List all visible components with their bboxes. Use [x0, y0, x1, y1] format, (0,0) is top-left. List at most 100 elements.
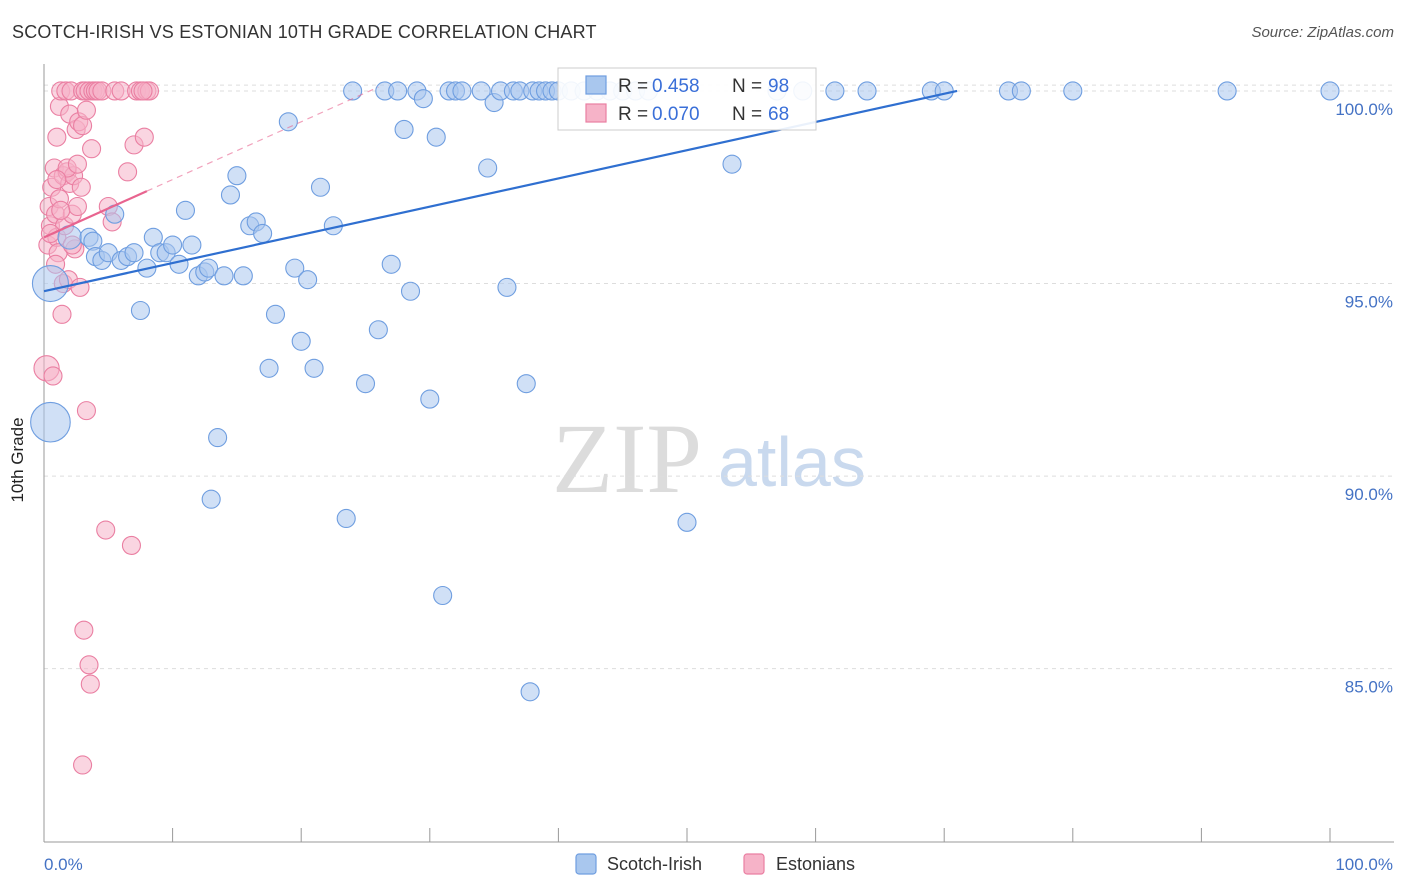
estonians-point [47, 169, 67, 190]
scotch-irish-point [1320, 81, 1340, 101]
scotch-irish-point [368, 320, 388, 340]
trend-extension [146, 86, 379, 192]
scotch-irish-point [497, 277, 517, 297]
watermark-atlas: atlas [718, 423, 866, 501]
scotch-irish-point [471, 81, 491, 101]
stats-pink-swatch [585, 103, 607, 123]
estonians-point [67, 154, 87, 174]
stats-pink-n-label: N = [732, 104, 762, 125]
estonians-point [74, 620, 94, 640]
estonians-point [71, 177, 91, 197]
stats-blue-n-label: N = [732, 76, 762, 97]
stats-pink-r-label: R = [618, 104, 648, 125]
scotch-irish-point [394, 119, 414, 140]
estonians-point [67, 196, 87, 217]
watermark-zip: ZIP [552, 403, 702, 514]
stats-pink-r-value: 0.070 [652, 104, 700, 125]
scotch-irish-point [278, 112, 298, 132]
estonians-point [47, 127, 67, 147]
estonians-point [73, 755, 93, 775]
y-tick-label: 100.0% [1335, 100, 1393, 119]
estonians-point [96, 520, 116, 540]
scotch-irish-point [381, 254, 401, 274]
scotch-irish-point [1063, 81, 1083, 101]
scotch-irish-point [1011, 81, 1031, 101]
scotch-irish-point [400, 281, 421, 301]
x-tick-label: 100.0% [1335, 855, 1393, 874]
chart-legend: Scotch-Irish Estonians [575, 853, 855, 875]
scotch-irish-point [208, 428, 228, 448]
scotch-irish-point [413, 89, 433, 109]
estonians-point [134, 127, 154, 147]
scotch-irish-point [857, 81, 877, 101]
scotch-irish-point [343, 81, 363, 101]
scotch-irish-point [259, 358, 279, 378]
scotch-irish-point [233, 266, 253, 286]
scotch-irish-point [124, 243, 144, 263]
scotch-irish-point [220, 185, 241, 205]
legend-estonians-label: Estonians [776, 854, 855, 874]
scotch-irish-point [478, 158, 498, 178]
scotch-irish-points [30, 81, 1340, 702]
scotch-irish-point [175, 200, 196, 220]
scotch-irish-point [433, 585, 453, 606]
stats-blue-r-label: R = [618, 76, 648, 97]
scotch-irish-point [298, 270, 318, 290]
estonians-point [51, 200, 71, 220]
scotch-irish-point [30, 401, 71, 443]
x-tick-label: 0.0% [44, 855, 83, 874]
scotch-irish-point [291, 331, 311, 351]
scotch-irish-point [163, 235, 183, 255]
scotch-irish-point [214, 266, 234, 286]
estonians-points [33, 81, 160, 775]
scotch-irish-point [285, 258, 305, 278]
scotch-irish-point [516, 374, 536, 394]
scotch-irish-point [677, 512, 697, 532]
trend-lines [43, 86, 958, 293]
axes [43, 64, 1394, 843]
estonians-point [79, 655, 99, 675]
estonians-point [118, 162, 138, 182]
scotch-irish-point [169, 254, 189, 274]
stats-blue-swatch [585, 75, 607, 95]
scotch-irish-point [355, 374, 376, 394]
scotch-irish-point [253, 223, 273, 244]
scotch-irish-point [336, 508, 356, 529]
scotch-irish-point [722, 154, 742, 174]
estonians-point [76, 401, 96, 421]
legend-scotch-irish-label: Scotch-Irish [607, 854, 702, 874]
scotch-irish-point [304, 358, 324, 378]
trend-line [43, 89, 958, 293]
legend-estonians-swatch [743, 853, 765, 875]
estonians-point [121, 535, 141, 555]
scotch-irish-point [310, 177, 331, 197]
estonians-point [76, 100, 96, 120]
scotch-irish-point [426, 127, 446, 147]
scotch-irish-point [934, 81, 954, 101]
y-tick-label: 95.0% [1345, 293, 1393, 312]
scotch-irish-point [420, 389, 440, 409]
gridlines [44, 84, 1394, 670]
stats-pink-n-value: 68 [768, 104, 789, 125]
trend-line [43, 190, 148, 239]
stats-legend-box: R = 0.458 N = 98 R = 0.070 N = 68 [557, 67, 817, 131]
scotch-irish-point [452, 81, 472, 101]
estonians-point [82, 139, 102, 159]
stats-blue-n-value: 98 [768, 76, 789, 97]
estonians-point [43, 366, 63, 386]
estonians-point [133, 81, 153, 101]
scotch-irish-point [199, 258, 219, 278]
scotch-irish-point [265, 304, 286, 324]
y-tick-label: 90.0% [1345, 485, 1393, 504]
scotch-irish-point [31, 264, 69, 303]
legend-scotch-irish-swatch [575, 853, 597, 875]
scotch-irish-point [130, 300, 150, 321]
y-tick-label: 85.0% [1345, 678, 1393, 697]
scotch-irish-point [388, 81, 408, 101]
scotch-irish-point [227, 166, 247, 186]
chart-title: SCOTCH-IRISH VS ESTONIAN 10TH GRADE CORR… [12, 22, 597, 42]
estonians-point [80, 674, 100, 694]
scotch-irish-point [201, 489, 221, 509]
scotch-irish-point [825, 81, 845, 101]
